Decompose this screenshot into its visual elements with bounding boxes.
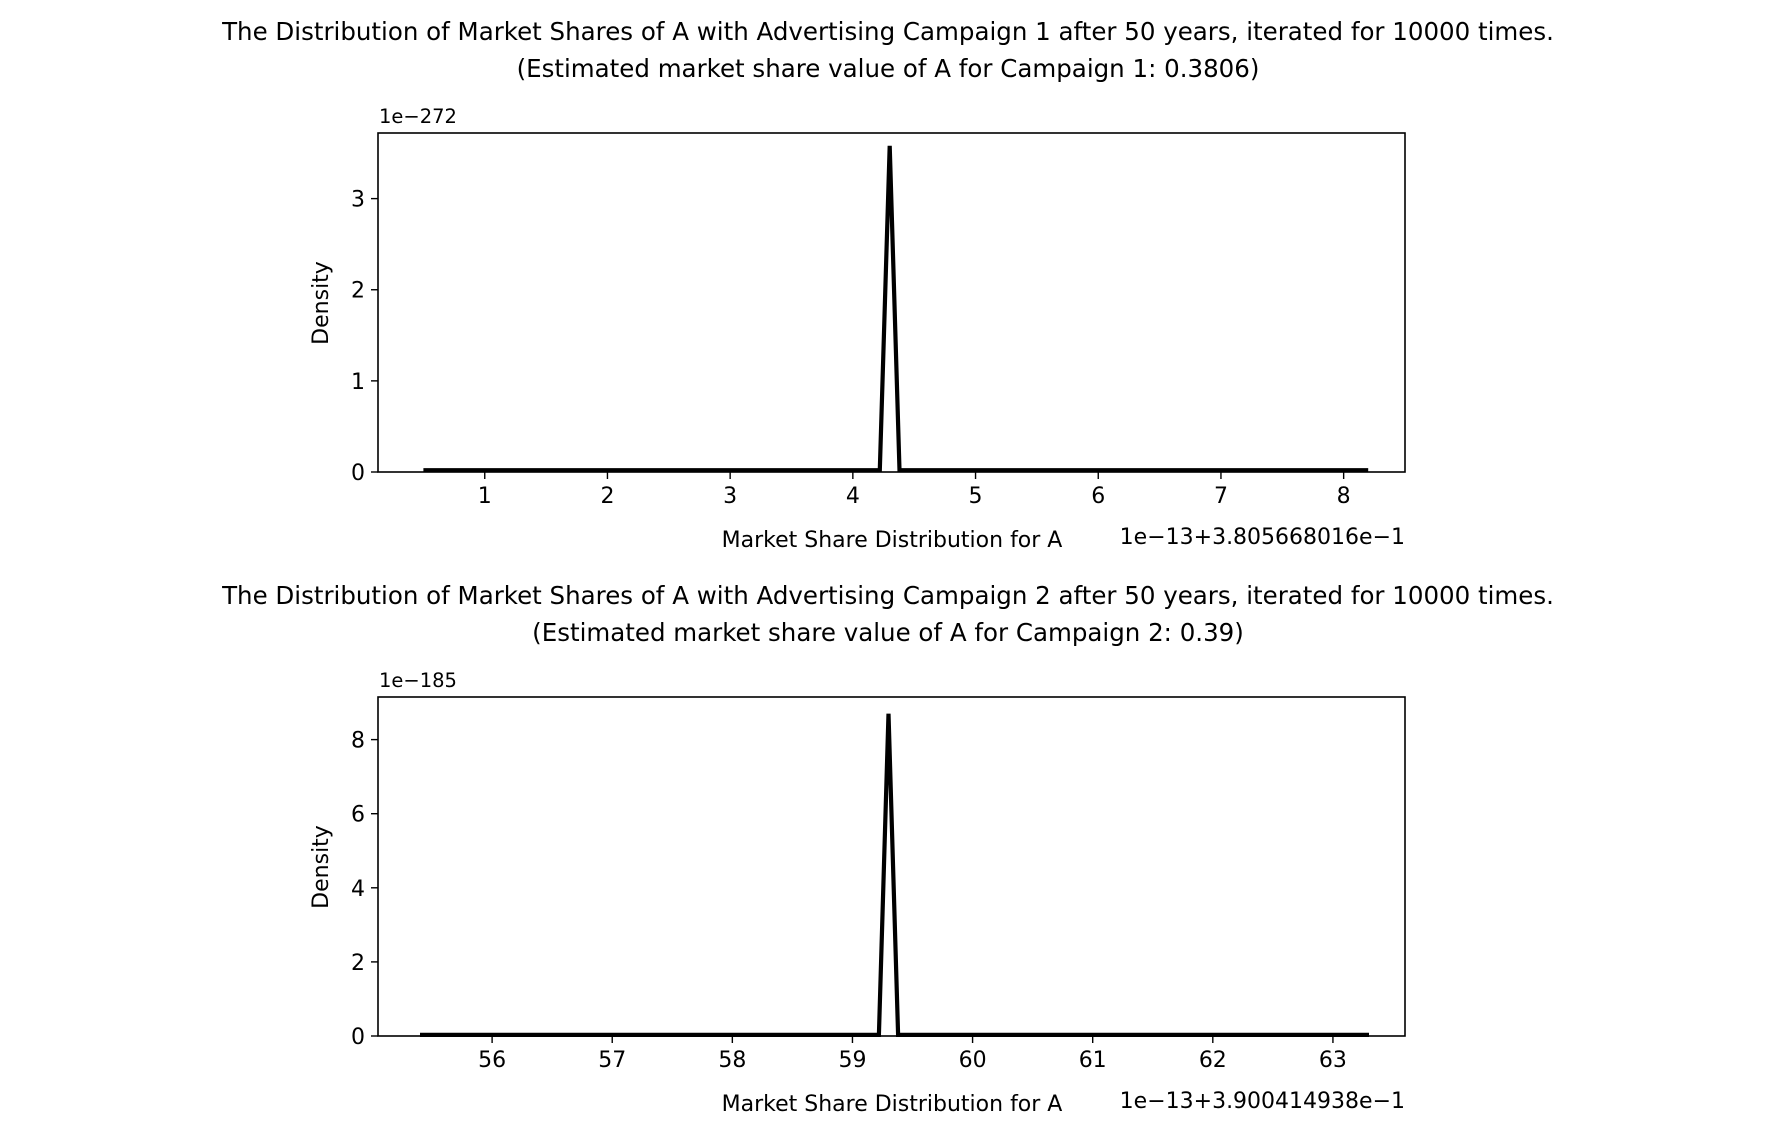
y-tick-label: 8: [351, 729, 365, 754]
x-tick-label: 63: [1319, 1048, 1347, 1073]
y-tick-label: 0: [351, 1025, 365, 1050]
x-offset-label: 1e−13+3.805668016e−1: [1120, 525, 1405, 550]
y-tick-label: 2: [351, 279, 365, 304]
y-tick-label: 4: [351, 877, 365, 902]
plot-area: [377, 696, 1406, 1037]
x-tick-label: 62: [1199, 1048, 1227, 1073]
y-tick-label: 0: [351, 461, 365, 486]
chart-campaign-1: The Distribution of Market Shares of A w…: [221, 17, 1554, 553]
y-tick-label: 2: [351, 951, 365, 976]
x-tick-label: 8: [1337, 484, 1351, 509]
y-axis-label: Density: [309, 261, 334, 345]
y-tick-label: 1: [351, 370, 365, 395]
x-tick-label: 6: [1091, 484, 1105, 509]
x-tick-label: 56: [478, 1048, 506, 1073]
chart-title: The Distribution of Market Shares of A w…: [221, 17, 1554, 46]
x-tick-label: 2: [600, 484, 614, 509]
series-line: [420, 713, 1369, 1038]
x-tick-label: 4: [846, 484, 860, 509]
x-offset-label: 1e−13+3.900414938e−1: [1120, 1089, 1405, 1114]
x-axis-label: Market Share Distribution for A: [722, 528, 1063, 553]
x-axis-label: Market Share Distribution for A: [722, 1092, 1063, 1117]
x-tick-label: 58: [718, 1048, 746, 1073]
y-axis-label: Density: [309, 825, 334, 909]
x-tick-label: 5: [969, 484, 983, 509]
y-tick-label: 3: [351, 188, 365, 213]
x-tick-label: 3: [723, 484, 737, 509]
chart-subtitle: (Estimated market share value of A for C…: [517, 54, 1260, 83]
y-tick-label: 6: [351, 803, 365, 828]
x-tick-label: 57: [598, 1048, 626, 1073]
x-tick-label: 60: [959, 1048, 987, 1073]
series-line: [423, 145, 1369, 473]
x-tick-label: 7: [1214, 484, 1228, 509]
chart-campaign-2: The Distribution of Market Shares of A w…: [221, 581, 1554, 1117]
y-scale-label: 1e−185: [379, 669, 457, 692]
x-tick-label: 1: [478, 484, 492, 509]
chart-subtitle: (Estimated market share value of A for C…: [532, 618, 1244, 647]
tick-layer: 56 57 58 59 60 61 62 63 0 2 4 6 8: [351, 729, 1347, 1073]
x-tick-label: 61: [1079, 1048, 1107, 1073]
tick-layer: 1 2 3 4 5 6 7 8 0 1 2 3: [351, 188, 1351, 509]
plot-area: [377, 132, 1406, 473]
x-tick-label: 59: [838, 1048, 866, 1073]
chart-title: The Distribution of Market Shares of A w…: [221, 581, 1554, 610]
y-scale-label: 1e−272: [379, 105, 457, 128]
